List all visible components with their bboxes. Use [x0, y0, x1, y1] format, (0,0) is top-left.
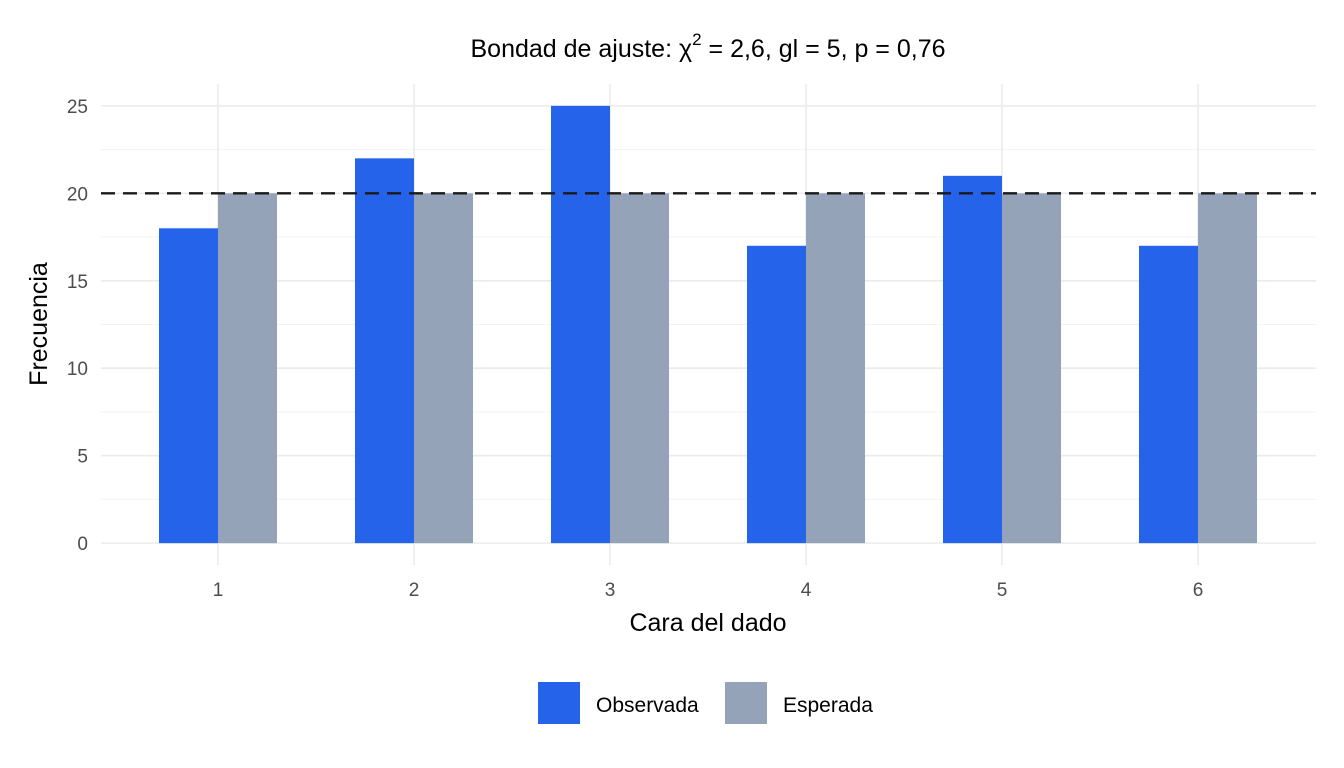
- bar-observada-2: [355, 158, 414, 544]
- x-axis-ticks: 1 2 3 4 5 6: [213, 580, 1204, 601]
- legend-label-observada: Observada: [596, 694, 699, 717]
- bar-esperada-1: [218, 193, 277, 544]
- y-tick-label: 15: [67, 272, 88, 293]
- x-tick-label: 4: [801, 580, 812, 601]
- legend: Observada Esperada: [538, 682, 873, 724]
- bar-observada-4: [747, 245, 806, 544]
- y-tick-label: 10: [67, 359, 88, 380]
- chart-title: Bondad de ajuste: χ2 = 2,6, gl = 5, p = …: [470, 30, 945, 63]
- y-tick-label: 20: [67, 184, 88, 205]
- x-tick-label: 1: [213, 580, 224, 601]
- bar-observada-6: [1139, 245, 1198, 544]
- legend-label-esperada: Esperada: [783, 694, 873, 717]
- bar-esperada-3: [610, 193, 669, 544]
- y-tick-label: 0: [77, 534, 88, 555]
- legend-key-esperada: [725, 682, 767, 724]
- bar-esperada-4: [806, 193, 865, 544]
- bar-esperada-2: [414, 193, 473, 544]
- y-axis-ticks: 0 5 10 15 20 25: [67, 97, 88, 555]
- x-axis-label: Cara del dado: [629, 609, 786, 637]
- y-tick-label: 25: [67, 97, 88, 118]
- y-tick-label: 5: [77, 447, 88, 468]
- x-tick-label: 3: [605, 580, 616, 601]
- bar-observada-1: [159, 228, 218, 544]
- gridlines: [101, 84, 1316, 565]
- x-tick-label: 5: [997, 580, 1008, 601]
- bar-esperada-6: [1198, 193, 1257, 544]
- x-tick-label: 6: [1193, 580, 1204, 601]
- y-axis-label: Frecuencia: [25, 262, 53, 386]
- bar-observada-3: [551, 105, 610, 544]
- bars: [159, 105, 1257, 544]
- legend-key-observada: [538, 682, 580, 724]
- bar-observada-5: [943, 175, 1002, 544]
- x-tick-label: 2: [409, 580, 420, 601]
- bar-esperada-5: [1002, 193, 1061, 544]
